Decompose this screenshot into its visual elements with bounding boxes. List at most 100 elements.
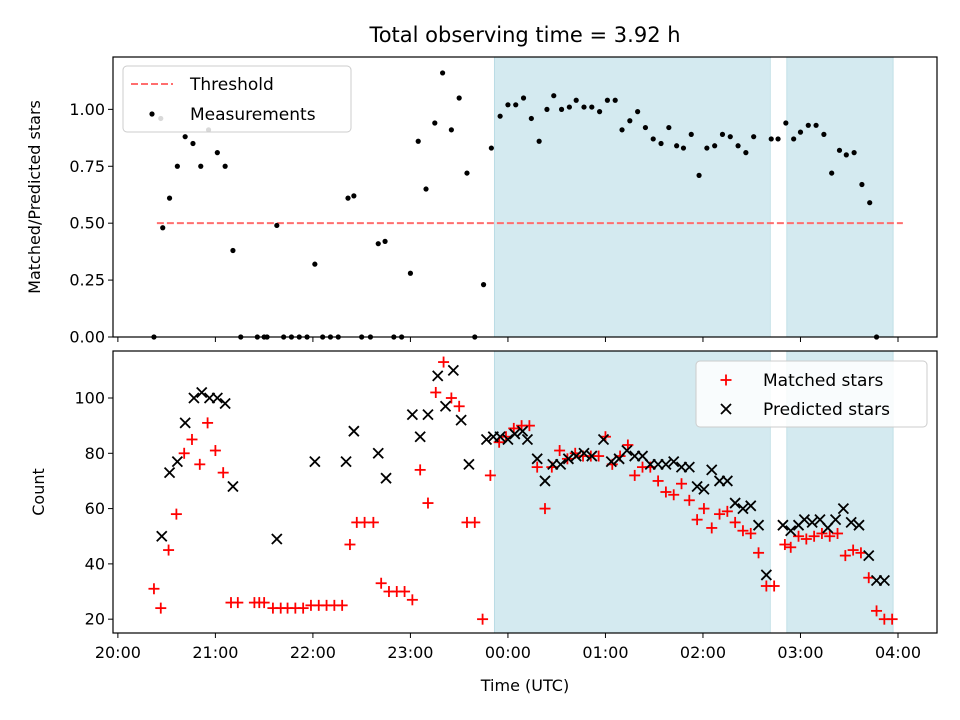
measurement-point (658, 140, 664, 147)
matched-star-point (808, 530, 820, 542)
matched-star-point (209, 445, 221, 457)
matched-star-point (839, 550, 851, 562)
measurement-point (735, 143, 741, 149)
measurement-point (666, 124, 672, 131)
matched-star-point (232, 597, 244, 609)
measurement-point (182, 134, 188, 140)
legend-predicted-label: Predicted stars (763, 400, 890, 420)
measurement-point (480, 282, 487, 288)
predicted-star-point (878, 574, 890, 587)
y-tick-label: 20 (85, 610, 105, 629)
predicted-star-point (785, 525, 797, 537)
predicted-star-point (621, 444, 633, 457)
measurement-point (604, 97, 611, 103)
measurement-point (680, 145, 687, 151)
measurement-point (674, 143, 680, 149)
measurement-point (160, 225, 166, 231)
matched-star-point (779, 539, 791, 551)
matched-star-point (523, 420, 535, 432)
matched-star-point (194, 458, 206, 470)
predicted-star-point (597, 433, 610, 446)
top-panel: 0.00 0.25 0.50 0.75 1.00 Matched/Predicted s… (25, 56, 938, 347)
predicted-star-point (829, 514, 842, 526)
predicted-star-point (227, 480, 239, 493)
matched-star-point (155, 602, 167, 614)
matched-star-point (336, 599, 348, 611)
predicted-star-point (521, 433, 534, 446)
measurement-point (497, 113, 503, 119)
bottom-axes-frame (112, 350, 938, 634)
measurement-point (650, 136, 656, 142)
measurement-point (488, 145, 494, 151)
measurement-point (719, 131, 726, 137)
bottom-panel: 20 40 60 80 100 20:00 21:00 22:00 23:00 00:00 01:… (29, 350, 938, 695)
predicted-star-point (372, 447, 384, 459)
predicted-star-point (586, 450, 598, 462)
predicted-star-point (219, 397, 231, 410)
matched-star-point (202, 417, 214, 429)
measurement-point (704, 145, 710, 151)
matched-star-point (793, 530, 805, 542)
matched-star-point (737, 525, 749, 537)
y-tick-label: 60 (85, 499, 105, 518)
matched-star-point (745, 527, 757, 539)
predicted-star-point (745, 500, 757, 512)
y-tick-label: 80 (85, 444, 105, 463)
predicted-star-point (691, 480, 703, 493)
matched-star-point (855, 547, 867, 559)
matched-star-point (800, 533, 812, 545)
measurement-point (805, 122, 811, 128)
measurement-point (791, 136, 797, 142)
matched-star-point (399, 586, 411, 598)
predicted-star-point (798, 514, 811, 526)
matched-star-point (414, 464, 426, 476)
predicted-star-point (348, 425, 360, 437)
measurement-point (797, 129, 804, 135)
measurement-point (198, 163, 204, 169)
legend-matched-swatch (720, 374, 732, 386)
bottom-legend-box (695, 360, 928, 428)
matched-star-point (297, 602, 309, 614)
measurement-point (768, 136, 774, 142)
predicted-star-point (447, 364, 459, 376)
matched-star-point (706, 522, 718, 534)
predicted-star-point (480, 433, 493, 446)
measurement-point (688, 131, 694, 137)
predicted-star-point (539, 475, 551, 487)
measurement-point (581, 104, 587, 110)
legend-measurements-label: Measurements (190, 105, 316, 125)
matched-star-point (721, 505, 733, 517)
predicted-star-point (668, 455, 680, 468)
measurement-point (813, 122, 819, 128)
predicted-star-point (211, 392, 223, 404)
measurement-point (214, 150, 220, 156)
predicted-star-point (432, 370, 444, 382)
predicted-star-point (509, 428, 521, 440)
shaded-interval-1 (786, 56, 894, 338)
matched-star-point (367, 516, 379, 528)
measurement-point (440, 70, 446, 76)
matched-star-point (148, 583, 160, 595)
measurement-point (432, 120, 438, 126)
predicted-star-point (660, 458, 672, 470)
predicted-star-point (760, 569, 772, 581)
matched-star-point (714, 508, 726, 520)
measurement-point (783, 120, 789, 126)
x-tick-label: 04:00 (875, 643, 921, 662)
matched-star-point (445, 392, 457, 404)
x-tick-label: 22:00 (290, 643, 336, 662)
matched-star-point (871, 605, 883, 617)
predicted-star-point (494, 431, 506, 443)
predicted-star-point (163, 467, 176, 479)
measurement-point (423, 186, 429, 192)
measurement-point (520, 95, 527, 101)
matched-star-point (753, 547, 765, 559)
predicted-star-point (309, 455, 321, 468)
matched-star-point (863, 572, 875, 584)
chart-title: Total observing time = 3.92 h (368, 23, 680, 47)
matched-star-point (691, 514, 703, 526)
measurement-point (712, 143, 718, 149)
predicted-star-point (340, 455, 352, 468)
matched-star-point (886, 613, 898, 625)
measurement-point (190, 140, 196, 147)
